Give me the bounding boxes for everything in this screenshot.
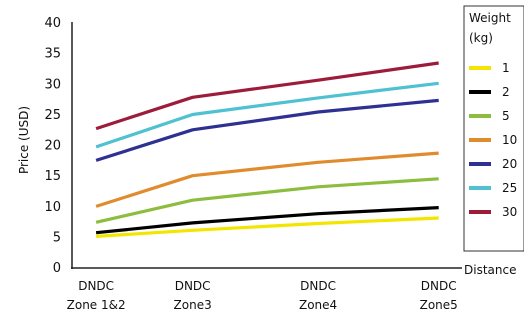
series-line-10 — [95, 151, 439, 208]
series-line-25 — [95, 81, 439, 149]
x-category-label: DNDC — [421, 279, 457, 293]
legend-label-2: 2 — [502, 85, 510, 99]
x-category-label: Zone5 — [420, 298, 458, 312]
legend-title: Weight — [469, 11, 511, 25]
series-line-30 — [95, 61, 439, 131]
x-category-label: DNDC — [175, 279, 211, 293]
x-category-label: DNDC — [78, 279, 114, 293]
x-category-label: Zone3 — [174, 298, 212, 312]
legend-label-10: 10 — [502, 133, 517, 147]
x-category-label: Zone 1&2 — [67, 298, 126, 312]
legend-title: (kg) — [469, 31, 493, 45]
x-category-label: DNDC — [300, 279, 336, 293]
y-axis-title: Price (USD) — [17, 106, 31, 174]
y-tick-label: 5 — [53, 230, 61, 245]
y-tick-label: 20 — [44, 139, 61, 154]
legend-label-1: 1 — [502, 61, 510, 75]
y-tick-label: 35 — [44, 47, 61, 62]
series-line-20 — [95, 98, 439, 162]
legend-label-5: 5 — [502, 109, 510, 123]
legend-label-30: 30 — [502, 205, 517, 219]
series-line-1 — [95, 216, 439, 238]
y-tick-label: 25 — [44, 108, 61, 123]
series-line-5 — [95, 177, 439, 224]
series-line-2 — [95, 206, 439, 235]
y-tick-label: 0 — [53, 261, 61, 276]
y-tick-label: 10 — [44, 200, 61, 215]
y-tick-label: 15 — [44, 169, 61, 184]
x-category-labels: DNDC Zone 1&2 DNDC Zone3 DNDC Zone4 DNDC Zone5 — [67, 279, 458, 312]
y-tick-label: 30 — [44, 77, 61, 92]
y-tick-labels: 0 5 10 15 20 25 30 35 40 — [44, 16, 61, 276]
legend-label-25: 25 — [502, 181, 517, 195]
legend-label-20: 20 — [502, 157, 517, 171]
axes — [71, 22, 462, 269]
y-tick-label: 40 — [44, 16, 61, 31]
x-axis-title: Distance — [464, 263, 516, 277]
x-category-label: Zone4 — [299, 298, 337, 312]
series-lines — [95, 61, 439, 238]
